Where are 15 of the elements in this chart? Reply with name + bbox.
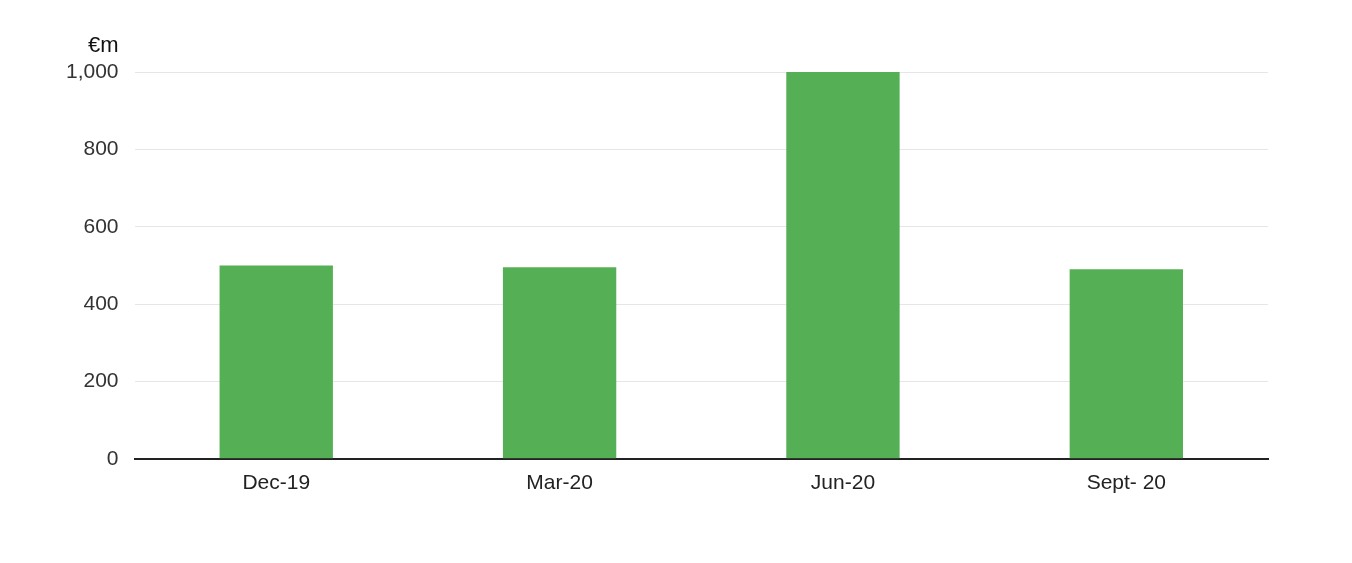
bar: [786, 72, 900, 459]
x-tick-label: Mar-20: [526, 470, 593, 494]
bar: [502, 267, 617, 459]
x-tick-label: Dec-19: [242, 470, 311, 494]
y-tick-label: 400: [83, 290, 119, 314]
y-tick-label: 0: [106, 445, 119, 469]
y-axis-title: €m: [87, 32, 119, 57]
y-tick-label: 1,000: [65, 58, 119, 82]
x-tick-label: Sept- 20: [1086, 470, 1167, 494]
x-tick-label: Jun-20: [810, 470, 876, 494]
y-tick-label: 800: [83, 136, 119, 160]
bar: [219, 265, 333, 459]
y-tick-label: 600: [83, 213, 119, 237]
bar: [1069, 269, 1183, 459]
y-tick-label: 200: [83, 368, 119, 392]
